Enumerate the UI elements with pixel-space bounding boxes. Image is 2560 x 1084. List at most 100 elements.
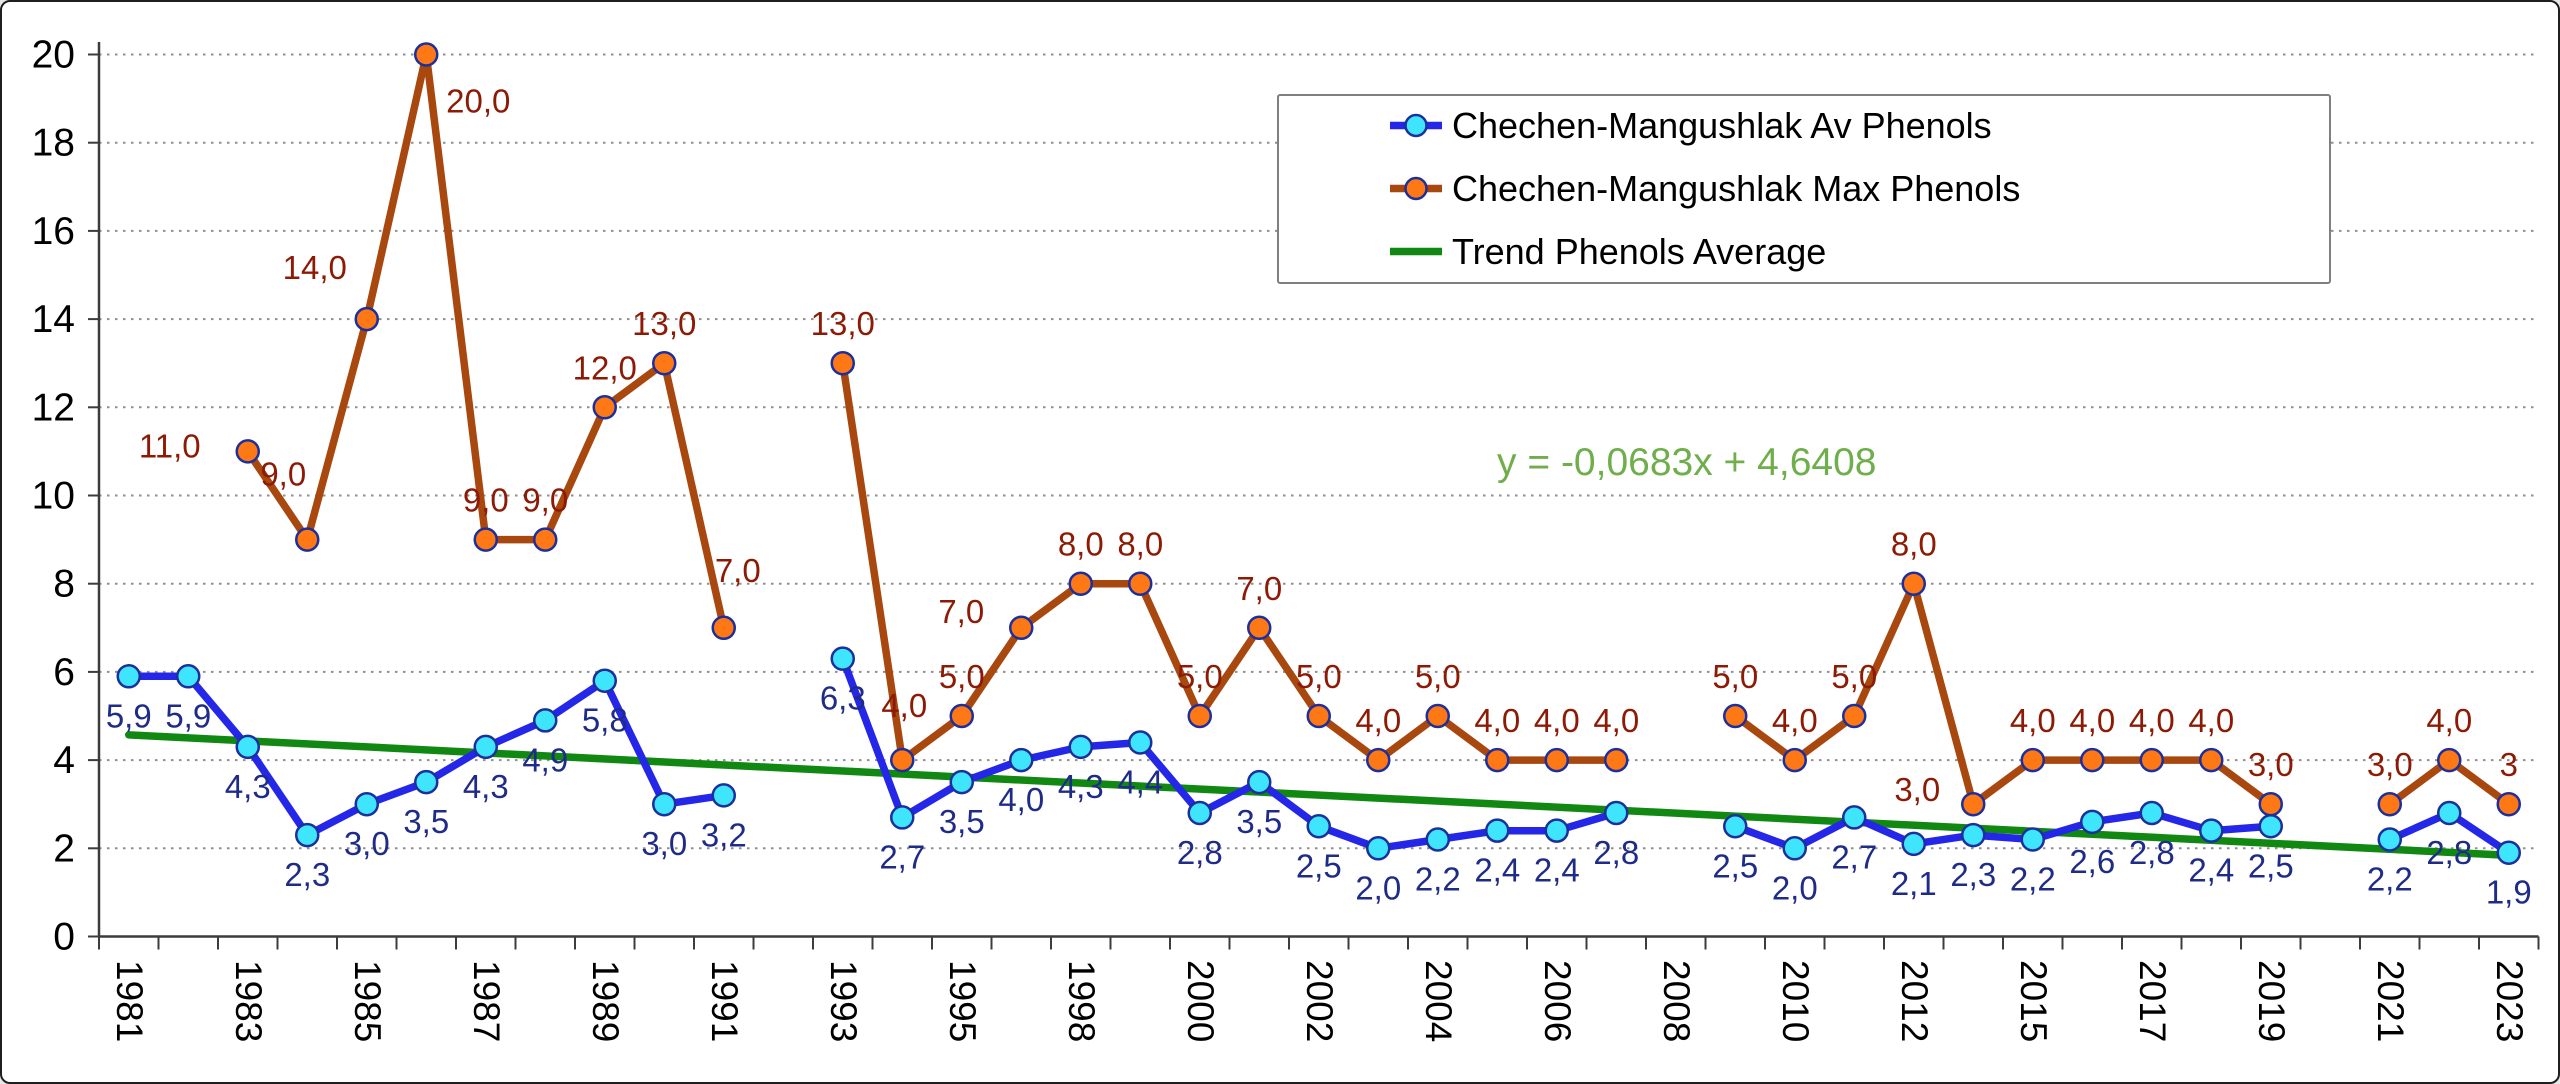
x-tick-label: 1993 — [823, 960, 864, 1042]
max-data-label: 3,0 — [2367, 746, 2413, 783]
max-data-point — [1068, 571, 1093, 596]
max-data-label: 3 — [2500, 746, 2518, 783]
max-data-point — [235, 439, 260, 464]
avg-data-point — [1187, 800, 1212, 826]
max-data-label: 3,0 — [1894, 771, 1940, 808]
max-data-point — [1306, 703, 1331, 729]
max-data-point — [830, 350, 855, 376]
max-data-point — [414, 42, 439, 67]
avg-data-label: 2,3 — [1950, 856, 1996, 893]
avg-data-label: 2,5 — [2248, 847, 2294, 884]
avg-data-label: 2,2 — [1415, 860, 1461, 897]
max-data-point — [1247, 615, 1272, 641]
avg-data-label: 1,9 — [2486, 874, 2532, 911]
max-data-label: 7,0 — [938, 593, 984, 630]
x-tick-label: 1987 — [466, 960, 507, 1042]
x-tick-label: 2010 — [1775, 960, 1816, 1042]
x-tick-label: 1995 — [942, 960, 983, 1042]
max-data-point — [2139, 747, 2164, 773]
avg-data-label: 4,9 — [522, 741, 568, 778]
max-data-label: 7,0 — [715, 552, 761, 589]
avg-data-point — [2496, 840, 2521, 865]
avg-data-point — [473, 734, 498, 760]
y-tick-label: 12 — [32, 386, 75, 429]
avg-data-label: 2,4 — [2188, 852, 2234, 889]
legend-marker-max — [1404, 176, 1428, 201]
avg-data-point — [414, 769, 439, 795]
x-tick-label: 2019 — [2251, 960, 2292, 1042]
legend: Chechen-Mangushlak Av Phenols Chechen-Ma… — [1277, 94, 2331, 284]
trend-line — [125, 731, 2513, 860]
x-tick-label: 2017 — [2132, 960, 2173, 1042]
max-data-point — [1544, 747, 1569, 773]
y-tick-label: 8 — [53, 563, 75, 606]
avg-data-point — [2139, 800, 2164, 826]
max-data-point — [2258, 791, 2283, 817]
max-data-point — [2020, 747, 2045, 773]
avg-data-label: 2,8 — [1177, 834, 1223, 871]
max-data-point — [2080, 747, 2105, 773]
avg-data-point — [1604, 800, 1629, 826]
max-data-point — [295, 527, 320, 552]
x-tick-label: 1985 — [347, 960, 388, 1042]
avg-data-label: 5,9 — [165, 697, 211, 734]
avg-data-point — [2199, 818, 2224, 843]
max-data-label: 7,0 — [1236, 570, 1282, 607]
y-tick-label: 16 — [32, 210, 75, 253]
max-data-point — [2199, 747, 2224, 773]
max-data-label: 4,0 — [2129, 702, 2175, 739]
avg-data-label: 2,0 — [1772, 869, 1818, 906]
avg-data-point — [354, 791, 379, 817]
max-data-label: 5,0 — [1831, 658, 1877, 695]
max-data-point — [2437, 747, 2462, 773]
y-tick-label: 6 — [53, 651, 75, 694]
max-data-label: 13,0 — [632, 305, 696, 342]
avg-data-point — [711, 783, 736, 808]
max-data-label: 8,0 — [1891, 526, 1937, 563]
y-tick-label: 2 — [53, 827, 75, 870]
avg-data-point — [1544, 818, 1569, 843]
y-axis-labels: 0 2 4 6 8 10 12 14 16 18 20 — [32, 34, 75, 959]
avg-data-label: 3,5 — [939, 803, 985, 840]
avg-data-point — [1306, 814, 1331, 839]
avg-data-label: 3,0 — [344, 825, 390, 862]
max-data-label: 4,0 — [2069, 702, 2115, 739]
avg-data-label: 5,9 — [106, 697, 152, 734]
avg-data-label: 4,3 — [225, 768, 271, 805]
avg-data-point — [1723, 814, 1748, 839]
avg-data-point — [1247, 769, 1272, 795]
legend-label-trend: Trend Phenols Average — [1452, 231, 1826, 272]
avg-data-point — [235, 734, 260, 760]
avg-data-label: 2,4 — [1474, 852, 1520, 889]
avg-data-label: 3,2 — [701, 816, 747, 853]
x-tick-label: 2002 — [1299, 960, 1340, 1042]
y-tick-label: 10 — [32, 475, 75, 518]
avg-data-label: 2,1 — [1891, 865, 1937, 902]
avg-data-label: 4,4 — [1117, 763, 1163, 800]
legend-entry-avg-phenols: Chechen-Mangushlak Av Phenols — [1390, 105, 1992, 146]
avg-data-label: 4,3 — [1058, 768, 1104, 805]
avg-data-point — [949, 769, 974, 795]
x-axis-labels: 1981 1983 1985 1987 1989 1991 1993 1995 1998 2000… — [109, 960, 2530, 1042]
avg-data-point — [1366, 836, 1391, 861]
legend-entry-trend: Trend Phenols Average — [1390, 231, 1826, 272]
avg-data-label: 2,5 — [1296, 847, 1342, 884]
max-data-point — [1842, 703, 1867, 729]
axes — [88, 42, 2540, 950]
legend-marker-avg — [1404, 113, 1428, 138]
avg-data-label: 3,0 — [641, 825, 687, 862]
avg-data-point — [1901, 831, 1926, 857]
y-tick-label: 14 — [32, 298, 75, 341]
legend-entry-max-phenols: Chechen-Mangushlak Max Phenols — [1390, 168, 2020, 209]
max-data-label: 4,0 — [1534, 702, 1580, 739]
max-data-point — [711, 615, 736, 641]
x-tick-label: 2021 — [2370, 960, 2411, 1042]
avg-data-label: 2,2 — [2010, 860, 2056, 897]
x-tick-label: 2006 — [1537, 960, 1578, 1042]
max-data-label: 5,0 — [1177, 658, 1223, 695]
x-tick-label: 1981 — [109, 960, 150, 1042]
x-tick-label: 1998 — [1061, 960, 1102, 1042]
avg-data-point — [1782, 836, 1807, 861]
x-tick-label: 2023 — [2489, 960, 2530, 1042]
max-data-label: 5,0 — [1296, 658, 1342, 695]
